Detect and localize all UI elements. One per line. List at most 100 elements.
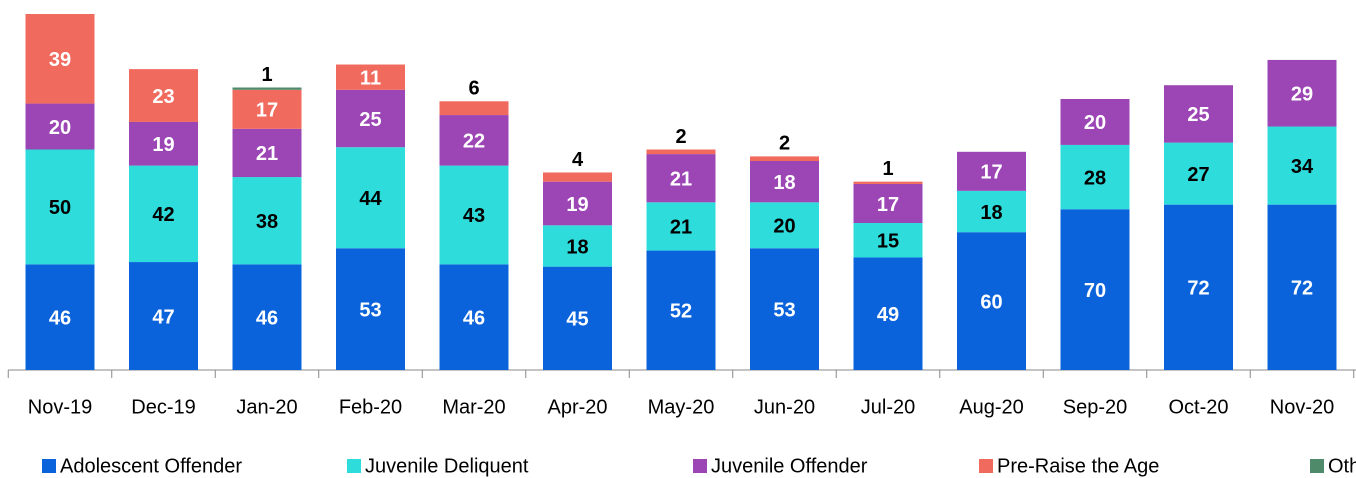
bar-segment xyxy=(336,64,405,90)
bar-segment xyxy=(1164,204,1233,370)
x-tick-label: Dec-19 xyxy=(131,396,195,418)
bar-segment xyxy=(853,183,923,224)
bar-segment xyxy=(646,154,716,203)
bar-segment xyxy=(957,151,1026,191)
bar-segment xyxy=(1267,204,1337,370)
bar-segment xyxy=(853,223,923,258)
data-label: 50 xyxy=(49,197,71,219)
bar-segment xyxy=(957,232,1026,370)
legend-swatch xyxy=(693,459,707,473)
x-tick-label: Aug-20 xyxy=(959,396,1024,418)
data-label: 18 xyxy=(980,202,1002,224)
data-label: 49 xyxy=(877,304,899,326)
data-label: 72 xyxy=(1291,278,1313,300)
data-label: 11 xyxy=(360,67,381,89)
legend-swatch xyxy=(1310,459,1324,473)
bar-segment xyxy=(543,225,612,267)
bar-segment xyxy=(750,160,819,203)
data-label: 15 xyxy=(877,231,899,253)
bar-segment xyxy=(129,165,198,263)
legend-label: Other xyxy=(1328,455,1356,477)
data-label: 18 xyxy=(773,172,795,194)
bar-segment xyxy=(1164,142,1233,205)
bar-segment xyxy=(543,172,612,182)
bar-segment xyxy=(543,181,612,226)
data-label: 19 xyxy=(152,134,174,156)
bar-segment xyxy=(336,89,405,148)
data-label: 46 xyxy=(256,307,278,329)
bar-segment xyxy=(25,103,95,150)
bar-segment xyxy=(853,181,923,184)
bar-segment xyxy=(25,264,95,370)
bar-segment xyxy=(439,165,509,265)
data-label: 53 xyxy=(359,299,381,321)
bar-segment xyxy=(129,69,198,122)
data-label: 17 xyxy=(256,100,278,122)
x-tick-label: Nov-20 xyxy=(1270,396,1334,418)
legend-label: Adolescent Offender xyxy=(60,455,242,477)
bar-segment xyxy=(957,190,1026,233)
data-label: 17 xyxy=(980,162,1002,184)
data-label: 60 xyxy=(980,291,1002,313)
data-label: 20 xyxy=(773,216,795,238)
data-label: 20 xyxy=(1084,112,1106,134)
data-label: 6 xyxy=(468,78,479,100)
data-label: 38 xyxy=(256,211,278,233)
data-label: 27 xyxy=(1187,164,1209,186)
x-tick-label: May-20 xyxy=(648,396,715,418)
data-label: 42 xyxy=(152,204,174,226)
legend-label: Juvenile Offender xyxy=(711,455,868,477)
bar-segment xyxy=(1060,144,1130,210)
data-label: 21 xyxy=(670,169,692,191)
data-label: 23 xyxy=(152,86,174,108)
bar-segment xyxy=(1267,126,1337,205)
legend-label: Juvenile Deliquent xyxy=(365,455,529,477)
bar-segment xyxy=(853,257,923,370)
bar-segment xyxy=(750,156,819,161)
data-label: 21 xyxy=(670,217,692,239)
data-label: 22 xyxy=(463,131,485,153)
x-tick-label: Feb-20 xyxy=(339,396,402,418)
bar-segment xyxy=(750,202,819,249)
data-label: 34 xyxy=(1291,156,1314,178)
bar-segment xyxy=(129,262,198,370)
bar-segment xyxy=(1060,98,1130,145)
bar-segment xyxy=(232,264,302,370)
bar-segment xyxy=(129,121,198,166)
bar-segment xyxy=(646,202,716,251)
bar-segment xyxy=(1164,85,1233,143)
data-label: 44 xyxy=(359,188,382,210)
data-label: 19 xyxy=(566,194,588,216)
bar-segment xyxy=(336,248,405,370)
data-label: 28 xyxy=(1084,167,1106,189)
bar-segment xyxy=(25,149,95,265)
bar-segment xyxy=(336,147,405,249)
data-label: 2 xyxy=(675,126,686,148)
bar-segment xyxy=(439,115,509,166)
data-label: 21 xyxy=(256,143,278,165)
data-label: 45 xyxy=(566,309,588,331)
data-label: 46 xyxy=(463,307,485,329)
x-tick-label: Mar-20 xyxy=(442,396,505,418)
legend-swatch xyxy=(347,459,361,473)
data-label: 72 xyxy=(1187,278,1209,300)
bar-segment xyxy=(750,248,819,370)
data-label: 52 xyxy=(670,301,692,323)
x-tick-label: Jul-20 xyxy=(861,396,915,418)
legend-label: Pre-Raise the Age xyxy=(997,455,1159,477)
bar-segment xyxy=(232,89,302,129)
bar-segment xyxy=(25,14,95,104)
legend-swatch xyxy=(42,459,56,473)
bar-segment xyxy=(646,149,716,155)
bar-segment xyxy=(232,177,302,265)
bar-segment xyxy=(646,250,716,370)
bar-segment xyxy=(543,266,612,370)
data-label: 47 xyxy=(152,306,174,328)
x-tick-label: Apr-20 xyxy=(547,396,607,418)
data-label: 2 xyxy=(779,133,790,155)
data-label: 46 xyxy=(49,307,71,329)
data-label: 1 xyxy=(261,64,272,86)
data-label: 4 xyxy=(572,149,584,171)
bar-segment xyxy=(1060,209,1130,370)
